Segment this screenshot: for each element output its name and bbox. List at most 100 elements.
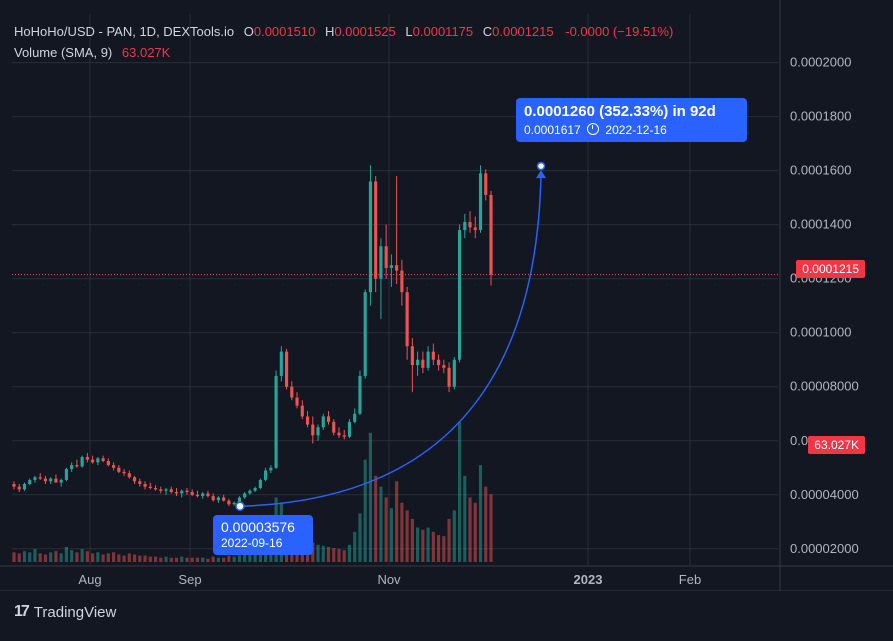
candle-body	[305, 416, 310, 425]
y-tick-label: 0.0001600	[790, 163, 851, 178]
volume-bar	[70, 550, 74, 562]
candle-body	[148, 486, 152, 489]
symbol-legend: HoHoHo/USD - PAN, 1D, DEXTools.io O0.000…	[14, 24, 673, 39]
candle-body	[201, 493, 205, 497]
volume-bar	[384, 497, 388, 562]
volume-legend: Volume (SMA, 9) 63.027K	[14, 45, 170, 60]
candle-body	[222, 497, 226, 501]
origin-price: 0.00003576	[221, 519, 295, 535]
clock-icon	[587, 123, 600, 135]
open-key: O	[243, 24, 254, 39]
tradingview-mark-icon: 17	[14, 603, 30, 620]
volume-bar	[342, 550, 346, 562]
candle-body	[358, 375, 362, 414]
tradingview-logo[interactable]: 17 TradingView	[14, 603, 116, 621]
candle-body	[452, 359, 456, 387]
volume-bar	[38, 553, 42, 562]
low-value: 0.0001175	[412, 24, 474, 39]
candle-body	[237, 497, 241, 503]
axes: 0.0002000 0.0001800 0.0001600 0.0001400 0.00…	[0, 0, 893, 592]
candle-body	[442, 365, 446, 368]
volume-bar	[395, 481, 399, 562]
candle-body	[164, 489, 168, 491]
candle-body	[457, 230, 462, 360]
chart-grid	[12, 14, 778, 565]
volume-bar	[80, 549, 84, 562]
volume-bar	[164, 556, 168, 562]
target-price: 0.0001617	[524, 123, 581, 137]
brand-name: TradingView	[33, 603, 117, 621]
volume-bar	[437, 535, 441, 562]
candle-body	[248, 490, 252, 494]
origin-point	[235, 501, 245, 511]
volume-bar	[405, 510, 409, 562]
y-tick-label: 0.0002000	[790, 55, 851, 70]
candle-body	[138, 481, 142, 484]
candle-body	[342, 435, 346, 437]
volume-bar	[243, 554, 247, 562]
candle-body	[206, 493, 210, 497]
volume-bar	[101, 554, 105, 562]
volume-bar	[143, 555, 147, 562]
volume-bar	[337, 549, 341, 562]
volume-bar	[169, 557, 173, 562]
volume-bar	[59, 553, 63, 562]
target-point	[536, 161, 546, 171]
candle-body	[478, 173, 483, 231]
candle-body	[473, 227, 477, 231]
candle-body	[421, 359, 425, 368]
candle-body	[489, 194, 493, 275]
x-tick-label: Feb	[679, 572, 701, 587]
candle-body	[38, 477, 42, 479]
volume-bar	[468, 497, 472, 562]
candle-body	[232, 502, 236, 505]
candle-body	[347, 421, 352, 437]
candle-body	[295, 397, 299, 406]
volume-bar	[64, 546, 68, 562]
candle-body	[132, 477, 137, 482]
candle-body	[468, 221, 472, 228]
volume-bar	[174, 557, 179, 562]
change-value: -0.0000 (−19.51%)	[565, 24, 674, 39]
target-date: 2022-12-16	[605, 123, 667, 137]
volume-bar	[206, 558, 210, 562]
x-tick-label: Nov	[377, 572, 401, 587]
volume-bar	[416, 527, 420, 562]
volume-bar	[379, 486, 383, 562]
y-tick-label: 0.00004000	[790, 487, 859, 502]
candle-body	[54, 478, 58, 483]
candle-body	[284, 351, 289, 387]
origin-callout[interactable]: 0.00003576 2022-09-16	[213, 515, 313, 555]
candle-body	[416, 359, 420, 366]
arrow-head-icon	[536, 170, 546, 179]
candle-body	[75, 465, 79, 467]
close-key: C	[482, 24, 493, 39]
candle-body	[169, 489, 173, 493]
volume-bar	[180, 556, 184, 562]
candle-body	[127, 473, 131, 478]
candle-body	[185, 490, 189, 493]
candle-body	[122, 471, 126, 474]
volume-bar	[132, 554, 137, 562]
volume-bar	[122, 555, 126, 562]
candle-body	[395, 265, 399, 271]
candle-body	[337, 432, 341, 436]
volume-bar	[148, 556, 152, 562]
y-tick-label: 0.00002000	[790, 541, 859, 556]
volume-bar	[201, 557, 205, 562]
candle-body	[33, 477, 37, 480]
close-value: 0.0001215	[492, 24, 554, 39]
volume-bar	[232, 556, 236, 562]
candle-body	[332, 421, 336, 433]
candle-body	[311, 424, 315, 436]
open-value: 0.0001510	[253, 24, 316, 39]
volume-bar	[185, 557, 189, 562]
candle-body	[426, 351, 430, 368]
volume-bar	[117, 554, 121, 562]
candle-body	[447, 367, 451, 387]
candle-body	[117, 467, 121, 472]
candle-body	[106, 461, 110, 466]
volume-bar	[452, 510, 456, 562]
target-callout[interactable]: 0.0001260 (352.33%) in 92d 0.0001617 202…	[516, 98, 747, 142]
volume-bar	[473, 502, 477, 562]
